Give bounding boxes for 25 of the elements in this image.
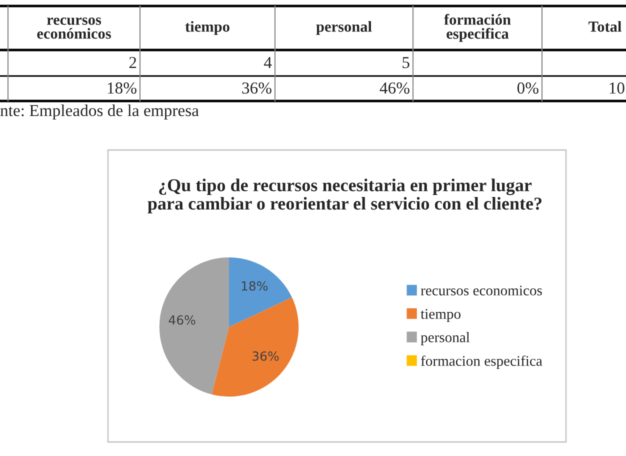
pie-slice	[159, 257, 229, 394]
category-label: tiempo	[185, 21, 230, 35]
category-label: formación especifica	[444, 14, 511, 42]
chart-title: ¿Qu tipo de recursos necesitaria en primer lugar para cambiar o reorientar el servicio con el cliente?	[148, 178, 542, 214]
text: 10	[610, 82, 624, 94]
category-label: Total	[588, 21, 622, 32]
pie-slice	[229, 257, 292, 327]
legend-label: recursos economicos	[420, 286, 542, 296]
category-label: personal	[316, 21, 372, 35]
text: 0%	[517, 82, 538, 94]
text: nte: Empleados de la empresa	[0, 104, 199, 120]
text: 5	[402, 57, 410, 68]
text: 4	[264, 57, 272, 68]
text: 36%	[242, 82, 272, 94]
text: 2	[129, 56, 136, 68]
data-label: 36%	[252, 351, 279, 361]
data-label: 18%	[242, 281, 268, 291]
text: 46%	[380, 82, 410, 94]
category-label: recursos económicos	[37, 18, 111, 39]
text: 18%	[108, 82, 136, 94]
legend-label: personal	[420, 332, 470, 346]
legend-label: formacion especifica	[421, 355, 542, 369]
legend-label: tiempo	[420, 309, 460, 322]
data-label: 46%	[168, 315, 196, 325]
pie-slice	[212, 297, 299, 397]
